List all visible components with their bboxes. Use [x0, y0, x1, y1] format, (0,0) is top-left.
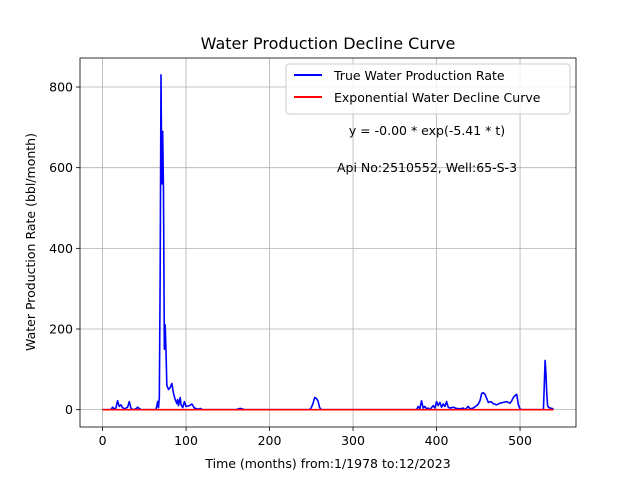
y-axis-label: Water Production Rate (bbl/month) [23, 133, 38, 351]
legend-box [285, 63, 571, 115]
legend: True Water Production Rate Exponential W… [285, 63, 571, 115]
x-tick-label: 300 [341, 433, 365, 448]
x-tick-label: 100 [174, 433, 198, 448]
x-tick-label: 400 [425, 433, 449, 448]
y-axis-ticks: 0 200 400 600 800 [49, 80, 80, 417]
y-tick-label: 200 [49, 322, 73, 337]
x-tick-label: 0 [99, 433, 107, 448]
y-tick-label: 400 [49, 241, 73, 256]
y-tick-label: 0 [65, 402, 73, 417]
x-axis-label: Time (months) from:1/1978 to:12/2023 [204, 456, 450, 471]
y-tick-label: 600 [49, 160, 73, 175]
series-layer [102, 74, 554, 411]
chart-title: Water Production Decline Curve [201, 34, 456, 53]
y-tick-label: 800 [49, 80, 73, 95]
legend-label-exponential-curve: Exponential Water Decline Curve [334, 90, 541, 105]
x-tick-label: 200 [258, 433, 282, 448]
well-info-annotation: Api No:2510552, Well:65-S-3 [337, 160, 517, 175]
plot-frame [79, 57, 577, 428]
legend-label-true-rate: True Water Production Rate [333, 68, 505, 83]
x-tick-label: 500 [508, 433, 532, 448]
equation-annotation: y = -0.00 * exp(-5.41 * t) [349, 123, 505, 138]
x-axis-ticks: 0 100 200 300 400 500 [99, 427, 532, 448]
